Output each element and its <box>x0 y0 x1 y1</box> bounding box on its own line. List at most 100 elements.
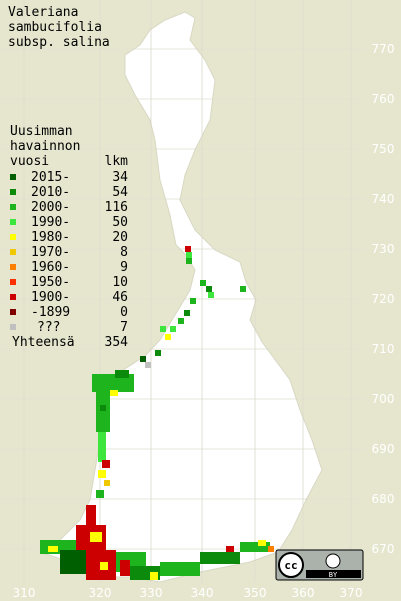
legend-label: 1980- <box>31 230 70 245</box>
record-dot <box>100 405 106 411</box>
record-dot <box>104 480 110 486</box>
record-dot <box>184 310 190 316</box>
x-grid-label: 310 <box>13 586 36 600</box>
record-dot <box>110 390 118 396</box>
legend-count: 34 <box>112 170 128 185</box>
record-dots <box>40 246 274 580</box>
title-line: subsp. salina <box>8 35 110 50</box>
record-dot <box>155 350 161 356</box>
legend-swatch <box>10 234 16 240</box>
record-dot <box>186 252 192 258</box>
x-grid-label: 340 <box>191 586 214 600</box>
legend-label: 2015- <box>31 170 70 185</box>
record-dot <box>268 546 274 552</box>
record-dot <box>120 560 130 576</box>
legend-count: 20 <box>112 230 128 245</box>
record-dot <box>240 542 270 552</box>
y-grid-label: 700 <box>372 392 395 406</box>
legend-count: 7 <box>120 320 128 335</box>
legend-swatch <box>10 279 16 285</box>
legend-count: 46 <box>112 290 128 305</box>
record-dot <box>48 546 58 552</box>
legend-swatch <box>10 174 16 180</box>
y-grid-label: 750 <box>372 142 395 156</box>
legend-count: 116 <box>105 200 128 215</box>
record-dot <box>96 392 110 432</box>
record-dot <box>186 258 192 264</box>
record-dot <box>165 334 171 340</box>
legend-count: 8 <box>120 245 128 260</box>
x-grid-label: 350 <box>244 586 267 600</box>
legend-swatch <box>10 309 16 315</box>
legend-swatch <box>10 219 16 225</box>
record-dot <box>170 326 176 332</box>
legend-header: Uusimman <box>10 124 73 139</box>
license-badge: cc BY <box>275 549 364 581</box>
record-dot <box>115 370 129 378</box>
record-dot <box>185 246 191 252</box>
by-label: BY <box>329 571 338 579</box>
record-dot <box>178 318 184 324</box>
y-grid-label: 680 <box>372 492 395 506</box>
record-dot <box>200 280 206 286</box>
y-grid-label: 730 <box>372 242 395 256</box>
y-grid-label: 720 <box>372 292 395 306</box>
legend-label: 2010- <box>31 185 70 200</box>
record-dot <box>240 286 246 292</box>
legend-count: 50 <box>112 215 128 230</box>
y-grid-label: 710 <box>372 342 395 356</box>
x-grid-label: 330 <box>140 586 163 600</box>
legend-count: 0 <box>120 305 128 320</box>
y-grid-label: 670 <box>372 542 395 556</box>
record-dot <box>190 298 196 304</box>
record-dot <box>208 292 214 298</box>
x-grid-label: 360 <box>292 586 315 600</box>
finland-land <box>38 11 323 583</box>
legend-label: 1970- <box>31 245 70 260</box>
legend-label: 1900- <box>31 290 70 305</box>
y-grid-label: 770 <box>372 42 395 56</box>
record-dot <box>145 362 151 368</box>
record-dot <box>160 326 166 332</box>
legend-count: 10 <box>112 275 128 290</box>
x-grid-label: 320 <box>89 586 112 600</box>
title-line: sambucifolia <box>8 20 102 35</box>
record-dot <box>92 374 134 392</box>
record-dot <box>98 470 106 478</box>
record-dot <box>100 562 108 570</box>
legend-swatch <box>10 264 16 270</box>
legend-label: 2000- <box>31 200 70 215</box>
legend-label: 1950- <box>31 275 70 290</box>
total-count: 354 <box>105 335 129 350</box>
record-dot <box>96 490 104 498</box>
record-dot <box>140 356 146 362</box>
record-dot <box>102 460 110 468</box>
legend-swatch <box>10 204 16 210</box>
legend-col-year: vuosi <box>10 154 49 169</box>
legend-count: 9 <box>120 260 128 275</box>
legend-col-count: lkm <box>105 154 129 169</box>
record-dot <box>86 505 96 525</box>
record-dot <box>150 572 158 580</box>
legend-label: 1990- <box>31 215 70 230</box>
title-line: Valeriana <box>8 5 78 20</box>
x-grid-label: 370 <box>340 586 363 600</box>
cc-logo: cc <box>284 559 297 572</box>
legend-label: 1960- <box>31 260 70 275</box>
legend-label: ??? <box>37 320 60 335</box>
legend-count: 54 <box>112 185 128 200</box>
y-grid-label: 740 <box>372 192 395 206</box>
y-grid-label: 690 <box>372 442 395 456</box>
legend-header: havainnon <box>10 139 80 154</box>
legend-label: -1899 <box>31 305 70 320</box>
record-dot <box>206 286 212 292</box>
legend-swatch <box>10 294 16 300</box>
record-dot <box>98 432 106 462</box>
legend-swatch <box>10 324 16 330</box>
record-dot <box>90 532 102 542</box>
legend-swatch <box>10 189 16 195</box>
record-dot <box>258 540 266 546</box>
legend-swatch <box>10 249 16 255</box>
